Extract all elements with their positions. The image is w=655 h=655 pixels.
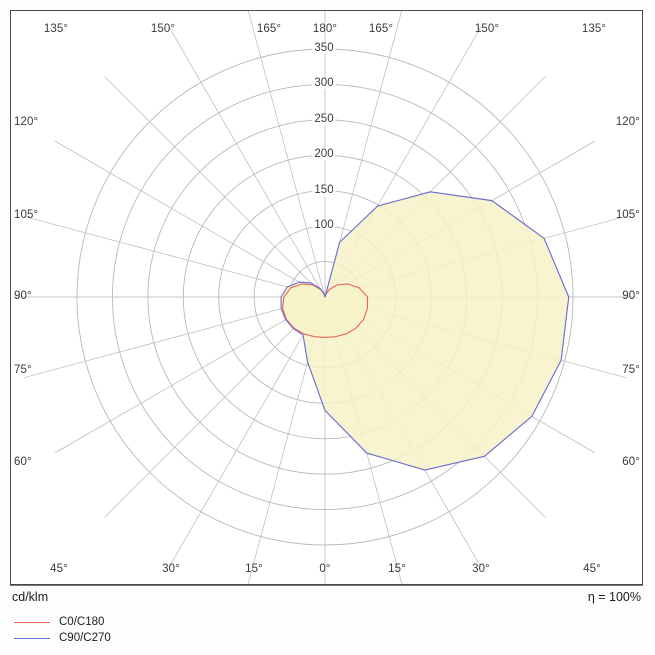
angle-tick-label: 105° [14,209,39,221]
radial-tick-label: 200 [312,148,336,161]
legend-label: C90/C270 [59,632,111,644]
legend-label: C0/C180 [59,616,105,628]
angle-tick-label: 120° [615,116,640,128]
unit-label: cd/klm [12,590,49,604]
footer-divider [10,585,643,586]
angle-tick-label: 135° [581,23,607,35]
radial-tick-label: 350 [312,42,336,54]
legend-color-swatch [14,637,50,639]
angle-tick-label: 15° [388,563,406,575]
legend-color-swatch [14,621,50,623]
angle-tick-label: 0° [319,563,331,575]
angle-tick-label: 15° [245,563,263,575]
angle-tick-label: 135° [43,23,69,35]
angle-tick-label: 90° [14,290,32,302]
angle-tick-label: 60° [14,456,32,468]
angle-tick-label: 90° [622,290,640,302]
chart-footer: cd/klm η = 100% C0/C180 C90/C270 [0,585,655,655]
angle-tick-label: 75° [14,364,32,376]
radial-tick-label: 300 [312,77,336,90]
legend-item[interactable]: C90/C270 [14,630,111,646]
radial-tick-label: 250 [312,112,336,125]
angle-tick-label: 150° [474,23,500,35]
angle-tick-label: 120° [14,116,39,128]
angle-tick-label: 105° [615,209,640,221]
angle-tick-label: 30° [162,563,180,575]
polar-grid-and-curves [13,11,637,584]
angle-tick-label: 180° [312,23,338,35]
angle-tick-label: 150° [150,23,176,35]
legend: C0/C180 C90/C270 [14,614,111,646]
radial-tick-label: 150 [312,183,336,196]
angle-tick-label: 45° [50,563,68,575]
angle-tick-label: 30° [472,563,490,575]
radial-tick-label: 100 [312,219,336,232]
legend-item[interactable]: C0/C180 [14,614,111,630]
angle-tick-label: 45° [583,563,601,575]
angle-tick-label: 60° [622,456,640,468]
angle-tick-label: 165° [256,23,282,35]
polar-plot-area: 135° 150° 165° 180° 165° 150° 135° 120° 105° 90° 7… [10,10,643,585]
efficiency-label: η = 100% [587,590,641,604]
angle-tick-label: 165° [368,23,394,35]
angle-tick-label: 75° [622,364,640,376]
